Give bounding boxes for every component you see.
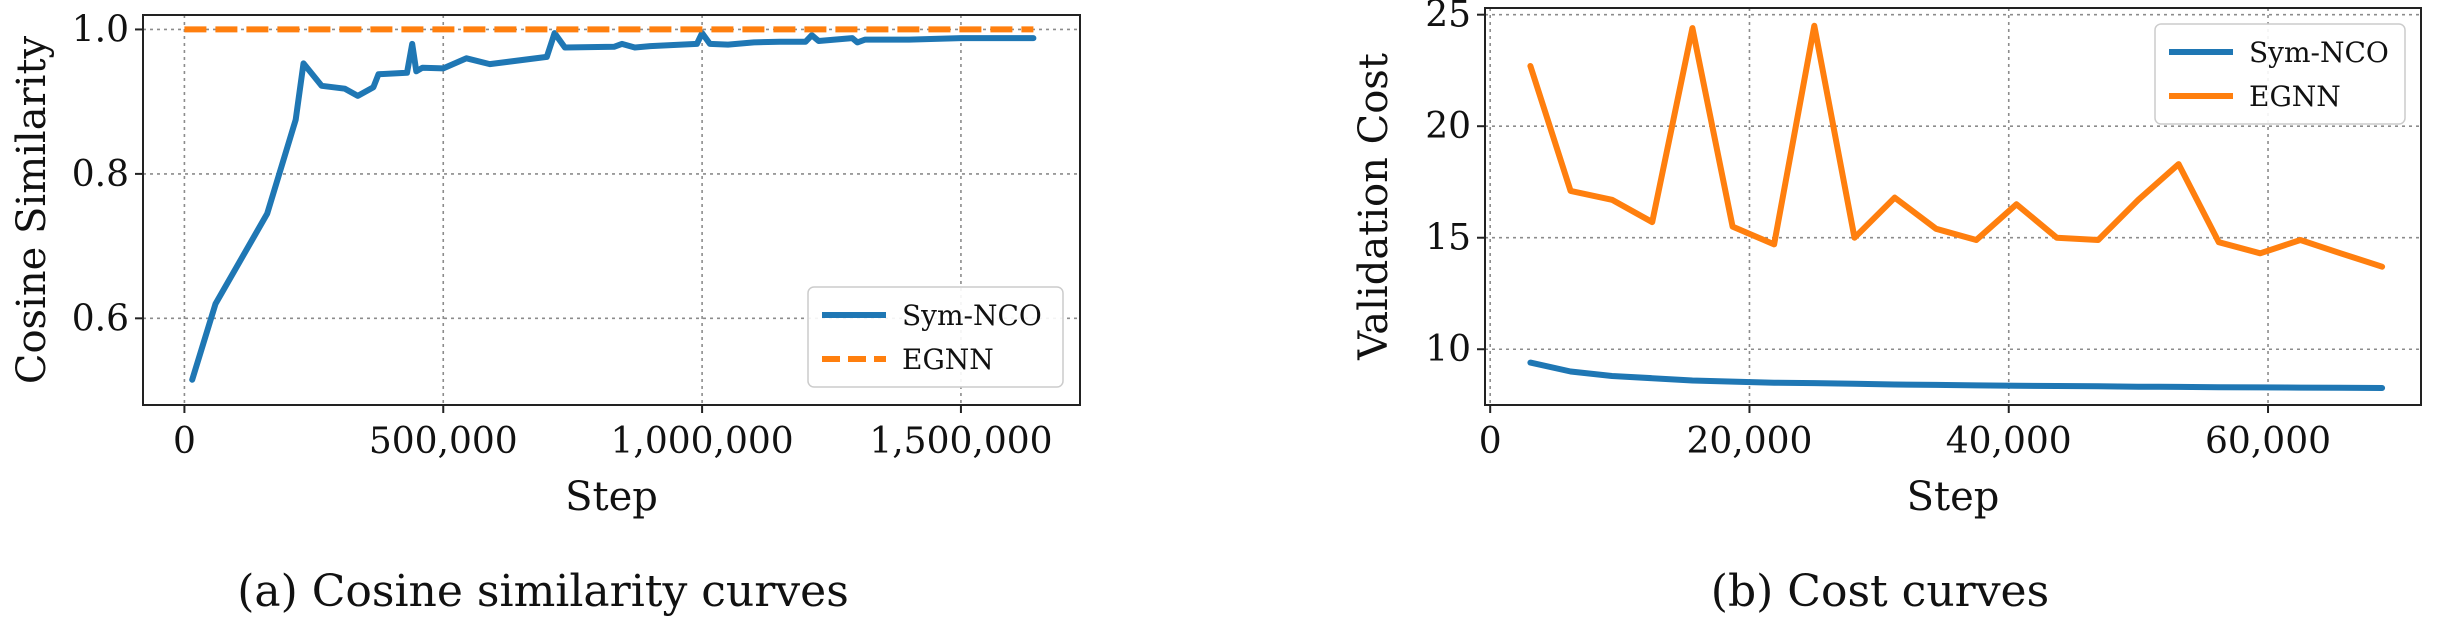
cost-chart: 0 20,000 40,000 60,000 10 15 20 25 Step Validatio… [1351, 0, 2422, 617]
series-group [184, 26, 1037, 383]
legend-entry-label: Sym-NCO [902, 299, 1042, 332]
series-line-sym-nco [189, 30, 1037, 383]
y-axis-label: Cosine Similarity [9, 35, 55, 384]
series-group [1527, 22, 2386, 391]
y-tick-label: 0.6 [72, 298, 129, 339]
y-tick-label: 15 [1425, 218, 1471, 259]
x-tick-label: 40,000 [1946, 421, 2072, 462]
y-tick-label: 20 [1425, 106, 1471, 147]
cosine-similarity-chart: 0 500,000 1,000,000 1,500,000 0.6 0.8 1.0 Step C… [9, 9, 1081, 617]
x-tick-label: 0 [173, 421, 196, 462]
x-tick-label: 20,000 [1686, 421, 1812, 462]
legend-entry-label: Sym-NCO [2249, 36, 2389, 69]
x-axis-label: Step [565, 474, 658, 520]
y-tick-label: 25 [1425, 0, 1471, 36]
x-tick-label: 60,000 [2205, 421, 2331, 462]
y-tick-label: 0.8 [72, 154, 129, 195]
y-tick-label: 1.0 [72, 9, 129, 50]
legend: Sym-NCO EGNN [2154, 23, 2406, 125]
x-tick-label: 1,500,000 [869, 421, 1052, 462]
series-line-egnn [1527, 22, 2386, 270]
figure-caption: (a) Cosine similarity curves [237, 566, 849, 617]
x-axis-label: Step [1907, 474, 2000, 520]
series-line-sym-nco [1527, 359, 2386, 391]
plot-frame [1484, 7, 2422, 406]
y-tick-label: 10 [1425, 329, 1471, 370]
x-tick-label: 1,000,000 [610, 421, 793, 462]
plot-frame [142, 14, 1081, 406]
legend-entry-label: EGNN [2249, 80, 2341, 113]
x-tick-label: 0 [1479, 421, 1502, 462]
figure-caption: (b) Cost curves [1711, 566, 2049, 617]
x-tick-label: 500,000 [369, 421, 518, 462]
legend-entry-label: EGNN [902, 343, 994, 376]
legend: Sym-NCO EGNN [807, 286, 1064, 388]
y-axis-label: Validation Cost [1351, 53, 1397, 361]
